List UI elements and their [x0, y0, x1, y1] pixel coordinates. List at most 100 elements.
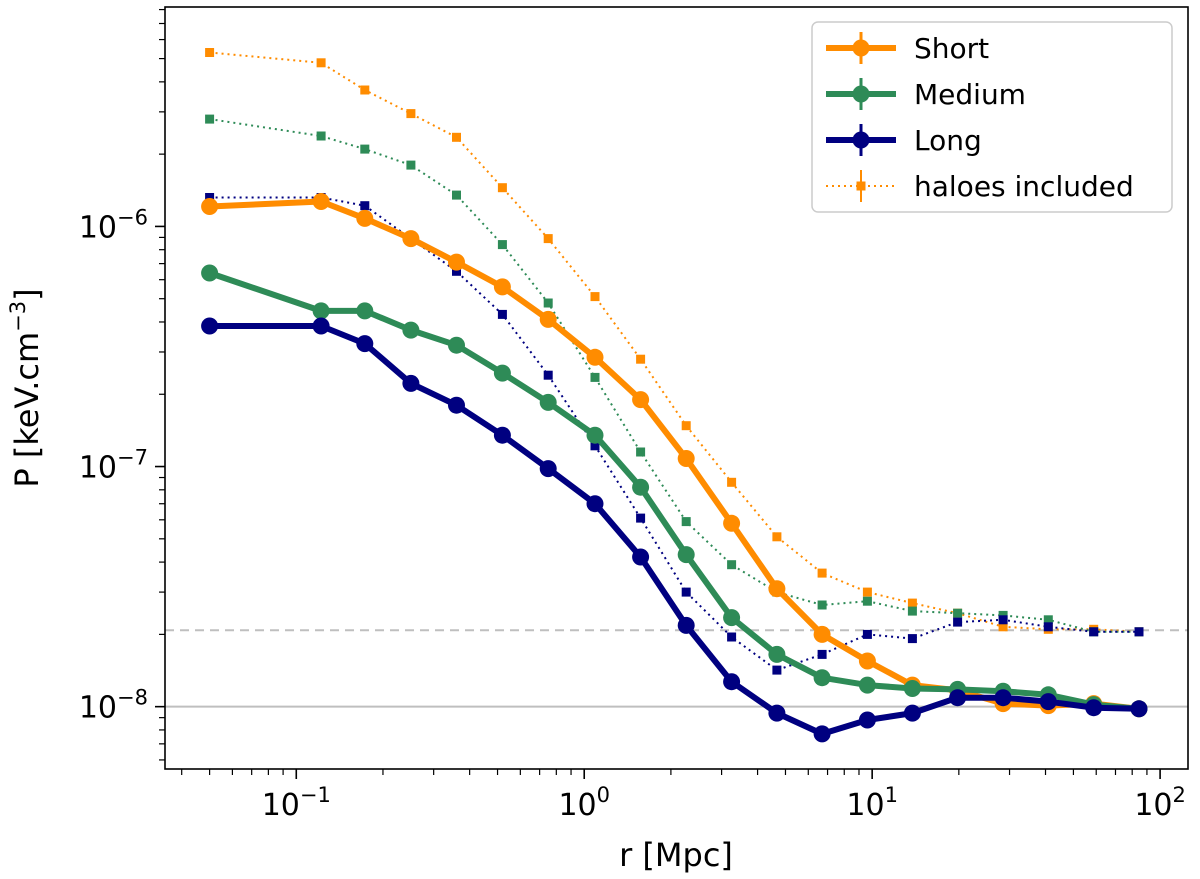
y-axis-ticks: 10−8 10−7 10−6 — [79, 8, 165, 761]
data-point — [402, 374, 420, 392]
data-point — [586, 426, 604, 444]
data-point — [636, 447, 646, 457]
data-point — [201, 264, 219, 282]
data-point — [636, 513, 646, 523]
data-point — [586, 348, 604, 366]
data-point — [356, 209, 374, 227]
data-point — [539, 310, 557, 328]
data-point — [858, 652, 876, 670]
data-point — [543, 370, 553, 380]
legend-entry-medium: Medium — [826, 78, 1026, 111]
data-point — [907, 598, 917, 608]
y-axis-label-exponent: −3 — [6, 301, 30, 332]
legend-marker — [852, 85, 870, 103]
legend: Short Medium Long haloes included — [811, 21, 1173, 213]
x-tick-label: 100 — [558, 783, 610, 823]
legend-label: Short — [914, 32, 989, 65]
legend-marker — [852, 131, 870, 149]
data-point — [312, 302, 330, 320]
data-point — [312, 193, 330, 210]
data-point — [723, 609, 741, 627]
data-point — [677, 616, 695, 634]
data-point — [636, 354, 646, 364]
data-point — [813, 725, 831, 743]
data-point — [497, 309, 507, 319]
data-point — [493, 364, 511, 382]
data-point — [493, 278, 511, 296]
data-point — [543, 234, 553, 244]
data-point — [994, 689, 1012, 707]
data-point — [360, 85, 370, 95]
x-tick-label: 102 — [1134, 783, 1186, 823]
data-point — [316, 131, 326, 141]
data-point — [201, 317, 219, 335]
y-tick-label: 10−7 — [79, 446, 148, 486]
legend-entry-haloes-included: haloes included — [826, 170, 1134, 203]
data-point — [727, 632, 737, 642]
legend-label: haloes included — [914, 170, 1134, 203]
data-point — [632, 478, 650, 496]
legend-marker — [856, 181, 866, 191]
y-axis-label-main: P [keV.cm — [8, 332, 46, 488]
data-point — [1134, 627, 1144, 637]
data-point — [316, 58, 326, 68]
series-long — [201, 317, 1148, 743]
x-tick-label: 101 — [846, 783, 898, 823]
data-point — [772, 532, 782, 542]
series-line-medium-haloes-included — [209, 118, 1139, 633]
data-point — [953, 608, 963, 618]
data-point — [768, 580, 786, 598]
data-point — [858, 711, 876, 729]
data-point — [953, 617, 963, 627]
data-point — [907, 634, 917, 644]
legend-label: Medium — [914, 78, 1026, 111]
data-point — [903, 704, 921, 722]
data-point — [998, 615, 1008, 625]
data-point — [772, 665, 782, 675]
data-point — [858, 676, 876, 694]
series-long-haloes-included — [205, 193, 1144, 675]
data-point — [862, 596, 872, 606]
series-layer — [201, 48, 1148, 743]
data-point — [205, 48, 215, 57]
legend-box — [811, 21, 1173, 213]
data-point — [862, 629, 872, 639]
data-point — [586, 495, 604, 513]
y-axis-label-close: ] — [8, 288, 46, 300]
data-point — [681, 421, 691, 431]
series-line-short-haloes-included — [209, 51, 1140, 633]
data-point — [1130, 700, 1148, 718]
data-point — [543, 298, 553, 308]
data-point — [205, 114, 215, 124]
legend-entry-short: Short — [826, 32, 989, 65]
data-point — [681, 587, 691, 597]
data-point — [497, 183, 507, 193]
data-point — [539, 393, 557, 411]
data-point — [448, 253, 465, 271]
data-point — [1043, 622, 1053, 632]
series-line-long-haloes-included — [209, 196, 1139, 672]
legend-entry-long: Long — [826, 124, 982, 157]
data-point — [497, 240, 507, 250]
series-medium-haloes-included — [205, 114, 1144, 637]
data-point — [727, 477, 737, 487]
data-point — [817, 568, 827, 578]
legend-label: Long — [914, 124, 982, 157]
x-axis-label: r [Mpc] — [619, 836, 733, 874]
data-point — [907, 606, 917, 616]
data-point — [768, 645, 786, 663]
data-point — [590, 292, 600, 302]
data-point — [205, 193, 215, 202]
data-point — [727, 560, 737, 570]
legend-marker — [852, 39, 870, 57]
data-point — [402, 230, 420, 248]
data-point — [677, 546, 695, 564]
data-point — [360, 144, 370, 154]
data-point — [862, 587, 872, 597]
x-axis-ticks: 10−1 100 101 102 — [181, 769, 1186, 823]
data-point — [406, 160, 416, 170]
data-point — [452, 266, 461, 276]
data-point — [768, 704, 786, 722]
data-point — [356, 335, 374, 353]
